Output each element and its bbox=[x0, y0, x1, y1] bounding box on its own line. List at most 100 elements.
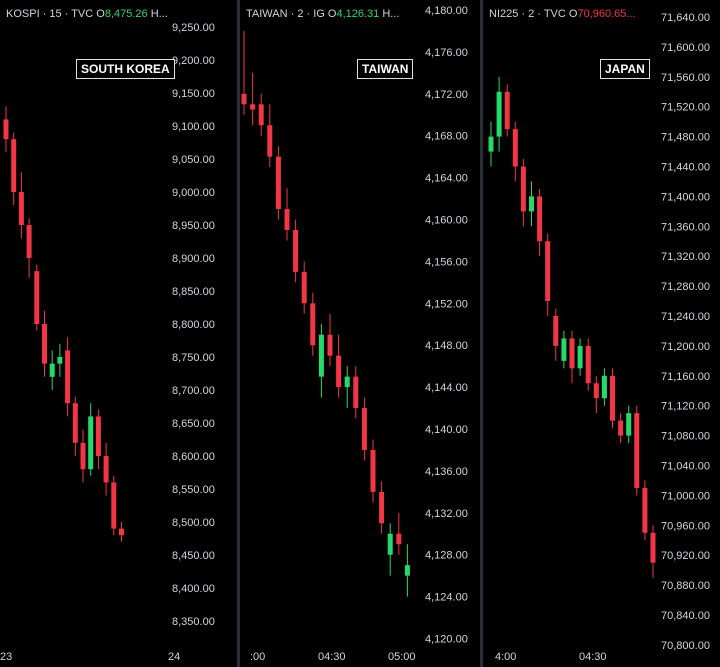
candle[interactable] bbox=[336, 334, 342, 398]
candle[interactable] bbox=[111, 475, 117, 536]
candle[interactable] bbox=[103, 442, 109, 496]
candle[interactable] bbox=[529, 181, 534, 227]
candle[interactable] bbox=[119, 522, 124, 542]
candle-body-down bbox=[520, 166, 526, 212]
candle[interactable] bbox=[379, 481, 385, 534]
candle[interactable] bbox=[327, 313, 333, 367]
candle[interactable] bbox=[353, 366, 359, 419]
candle-body-up bbox=[57, 357, 63, 364]
candle[interactable] bbox=[258, 93, 264, 136]
chart-pane-taiwan[interactable]: 4,180.00 4,176.00 4,172.00 4,168.00 4,164.00… bbox=[240, 0, 480, 667]
candle-body-down bbox=[504, 91, 510, 130]
candle[interactable] bbox=[520, 159, 526, 227]
pane-divider[interactable] bbox=[237, 0, 240, 667]
candle-body-up bbox=[577, 345, 583, 369]
candle-body-up bbox=[561, 338, 567, 361]
y-tick-label: 70,960.00 bbox=[661, 520, 710, 532]
candle[interactable] bbox=[42, 310, 47, 377]
candle[interactable] bbox=[553, 308, 559, 361]
candle[interactable] bbox=[610, 368, 615, 429]
candle[interactable] bbox=[387, 523, 393, 576]
candle-body-down bbox=[241, 93, 247, 105]
candle[interactable] bbox=[95, 409, 101, 470]
candle-body-down bbox=[80, 442, 86, 470]
candle[interactable] bbox=[57, 343, 63, 377]
candle[interactable] bbox=[396, 512, 402, 555]
y-tick-label: 71,080.00 bbox=[661, 431, 710, 443]
candle[interactable] bbox=[626, 405, 632, 444]
y-tick-label: 71,120.00 bbox=[661, 401, 710, 413]
taiwan-candlestick-chart[interactable]: 4,180.00 4,176.00 4,172.00 4,168.00 4,164.00… bbox=[240, 0, 480, 667]
candle-body-down bbox=[42, 324, 47, 364]
nikkei-candlestick-chart[interactable]: 71,640.00 71,600.00 71,560.00 71,520.00 71,4… bbox=[483, 0, 720, 667]
candle[interactable] bbox=[569, 330, 575, 384]
candle[interactable] bbox=[344, 366, 350, 409]
candle[interactable] bbox=[577, 338, 583, 376]
taiwan-open-label: O bbox=[327, 8, 337, 20]
candle[interactable] bbox=[267, 104, 273, 168]
y-tick-label: 8,700.00 bbox=[172, 385, 215, 397]
candle[interactable] bbox=[585, 338, 591, 391]
candle-body-down bbox=[250, 104, 256, 110]
y-tick-label: 8,600.00 bbox=[172, 451, 215, 463]
candle[interactable] bbox=[284, 188, 290, 241]
y-tick-label: 71,000.00 bbox=[661, 490, 710, 502]
candle[interactable] bbox=[650, 525, 656, 578]
y-tick-label: 4,156.00 bbox=[425, 256, 468, 268]
candle-body-up bbox=[344, 376, 350, 388]
candle[interactable] bbox=[634, 405, 640, 496]
candle-body-down bbox=[72, 403, 78, 443]
candle[interactable] bbox=[293, 219, 299, 283]
candle[interactable] bbox=[11, 132, 17, 206]
candle[interactable] bbox=[275, 146, 281, 220]
y-tick-label: 70,800.00 bbox=[661, 640, 710, 652]
candle[interactable] bbox=[72, 396, 78, 456]
candle[interactable] bbox=[537, 188, 543, 257]
candle-body-down bbox=[111, 482, 117, 529]
candle[interactable] bbox=[250, 72, 256, 126]
candle[interactable] bbox=[642, 480, 648, 541]
candle[interactable] bbox=[34, 264, 40, 331]
candle[interactable] bbox=[561, 330, 567, 369]
candle-body-up bbox=[601, 375, 607, 399]
y-tick-label: 4,180.00 bbox=[425, 5, 468, 17]
y-tick-label: 4,164.00 bbox=[425, 173, 468, 185]
candle-body-down bbox=[275, 156, 281, 210]
candle[interactable] bbox=[361, 397, 367, 461]
candle[interactable] bbox=[545, 233, 551, 316]
y-tick-label: 8,400.00 bbox=[172, 583, 215, 595]
candle[interactable] bbox=[504, 84, 510, 137]
chart-pane-kospi[interactable]: 9,250.00 9,200.00 9,150.00 9,100.00 9,050.00… bbox=[0, 0, 237, 667]
candle-body-down bbox=[336, 355, 342, 388]
candle[interactable] bbox=[370, 439, 376, 503]
pane-divider[interactable] bbox=[480, 0, 483, 667]
y-tick-label: 71,040.00 bbox=[661, 461, 710, 473]
chart-pane-nikkei[interactable]: 71,640.00 71,600.00 71,560.00 71,520.00 71,4… bbox=[483, 0, 720, 667]
candle[interactable] bbox=[404, 544, 410, 597]
candle[interactable] bbox=[88, 403, 94, 476]
candle[interactable] bbox=[65, 337, 71, 417]
candle[interactable] bbox=[318, 324, 324, 398]
candle[interactable] bbox=[618, 413, 624, 444]
candle[interactable] bbox=[310, 292, 316, 356]
candle[interactable] bbox=[3, 106, 9, 153]
candle[interactable] bbox=[26, 218, 32, 278]
candle[interactable] bbox=[512, 121, 518, 182]
candle[interactable] bbox=[593, 375, 599, 414]
candle-body-up bbox=[318, 334, 324, 377]
candle-body-down bbox=[396, 533, 402, 545]
kospi-candlestick-chart[interactable]: 9,250.00 9,200.00 9,150.00 9,100.00 9,050.00… bbox=[0, 0, 237, 667]
candle-body-up bbox=[488, 136, 494, 152]
candle[interactable] bbox=[488, 121, 494, 167]
y-tick-label: 4,132.00 bbox=[425, 508, 468, 520]
candle-body-down bbox=[293, 229, 299, 272]
candle[interactable] bbox=[241, 30, 247, 115]
y-tick-label: 4,168.00 bbox=[425, 131, 468, 143]
candle[interactable] bbox=[301, 261, 307, 314]
y-tick-label: 71,480.00 bbox=[661, 132, 710, 144]
candle[interactable] bbox=[496, 76, 502, 152]
candle[interactable] bbox=[601, 368, 607, 406]
candle[interactable] bbox=[49, 350, 55, 390]
candle[interactable] bbox=[80, 429, 86, 483]
candle[interactable] bbox=[18, 172, 24, 239]
